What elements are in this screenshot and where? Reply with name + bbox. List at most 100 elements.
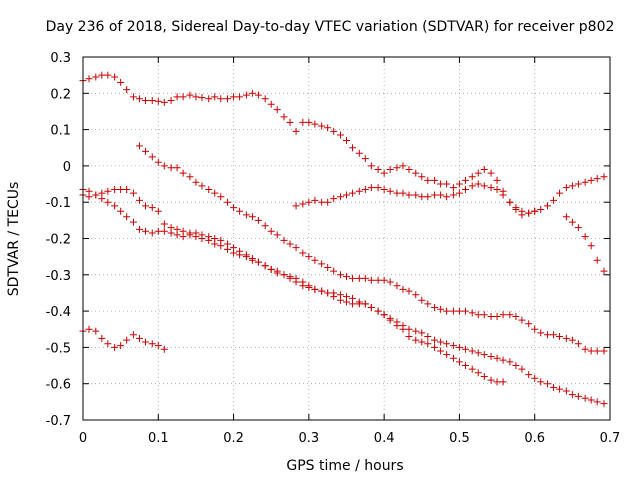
data-point: [330, 127, 338, 135]
data-point: [343, 136, 350, 144]
data-point: [600, 173, 608, 181]
data-point: [544, 380, 552, 388]
data-point: [574, 340, 582, 348]
data-point: [318, 287, 326, 295]
data-point: [593, 256, 601, 264]
data-point: [160, 220, 168, 228]
data-point: [487, 352, 495, 360]
data-point: [562, 213, 570, 221]
data-point: [154, 207, 162, 215]
data-point: [399, 189, 407, 197]
data-point: [173, 231, 181, 239]
data-point: [141, 227, 149, 235]
data-point: [349, 189, 357, 197]
data-point: [299, 249, 307, 257]
data-point: [324, 289, 332, 297]
data-point: [248, 213, 256, 221]
data-point: [129, 93, 137, 101]
data-point: [493, 354, 501, 362]
data-point: [418, 193, 426, 201]
data-point: [455, 358, 463, 366]
data-point: [179, 233, 187, 241]
data-point: [154, 342, 162, 350]
data-point: [593, 347, 601, 355]
data-point: [461, 345, 469, 353]
data-point: [468, 347, 476, 355]
data-point: [217, 242, 225, 250]
data-point: [531, 325, 539, 333]
ticks: 0 0.1 0.2 0.3 0.4 0.5 0.6 0.7 0.3 0.2 0.1 0 -0.1 -0.2…: [46, 51, 621, 446]
data-point: [600, 267, 608, 275]
data-point: [587, 176, 595, 184]
data-point: [117, 78, 125, 86]
data-point: [92, 191, 100, 199]
data-point: [600, 347, 608, 355]
data-point: [154, 97, 162, 105]
data-point: [550, 196, 558, 204]
data-point: [412, 191, 420, 199]
data-point: [480, 372, 488, 380]
data-point: [135, 95, 143, 103]
data-point: [562, 334, 570, 342]
series-lower-mid: [167, 229, 507, 386]
data-point: [367, 303, 375, 311]
x-axis-label: GPS time / hours: [286, 458, 403, 474]
data-point: [104, 198, 112, 206]
data-point: [581, 394, 589, 402]
data-point: [455, 180, 463, 188]
data-point: [399, 325, 407, 333]
data-point: [148, 229, 156, 237]
data-point: [167, 164, 175, 172]
data-point: [399, 285, 407, 293]
data-point: [286, 274, 294, 282]
y-tick-label: 0.3: [50, 51, 71, 66]
data-point: [600, 400, 608, 408]
y-tick-label: -0.7: [46, 414, 71, 429]
data-point: [393, 322, 401, 330]
data-point: [336, 193, 344, 201]
data-point: [424, 340, 432, 348]
data-point: [518, 316, 526, 324]
data-point: [318, 122, 326, 130]
data-point: [506, 311, 514, 319]
data-point: [148, 97, 156, 105]
data-point: [418, 173, 426, 181]
data-point: [405, 166, 413, 174]
data-point: [424, 300, 432, 308]
data-point: [217, 193, 225, 201]
data-point: [361, 274, 369, 282]
data-point: [399, 162, 407, 170]
data-point: [455, 343, 463, 351]
data-point: [418, 296, 426, 304]
y-tick-label: 0.2: [50, 87, 71, 102]
data-point: [449, 354, 457, 362]
data-point: [141, 338, 149, 346]
data-point: [242, 253, 250, 261]
data-point: [230, 249, 238, 257]
data-point: [248, 89, 256, 97]
data-point: [367, 276, 375, 284]
data-point: [343, 191, 350, 199]
data-point: [311, 285, 319, 293]
data-point: [129, 189, 137, 197]
data-point: [544, 202, 552, 210]
data-point: [198, 94, 206, 102]
data-point: [242, 211, 250, 219]
x-tick-label: 0.5: [449, 431, 470, 446]
data-point: [455, 189, 463, 197]
data-point: [493, 313, 501, 321]
data-point: [111, 73, 119, 81]
data-point: [305, 118, 313, 126]
data-point: [393, 282, 401, 290]
data-point: [205, 95, 213, 103]
data-point: [386, 278, 394, 286]
data-point: [437, 191, 445, 199]
data-point: [355, 274, 363, 282]
data-point: [141, 97, 149, 105]
data-point: [537, 205, 545, 213]
data-point: [154, 158, 162, 166]
data-point: [487, 313, 495, 321]
data-point: [154, 227, 162, 235]
data-point: [424, 176, 432, 184]
y-tick-label: -0.4: [46, 305, 71, 320]
